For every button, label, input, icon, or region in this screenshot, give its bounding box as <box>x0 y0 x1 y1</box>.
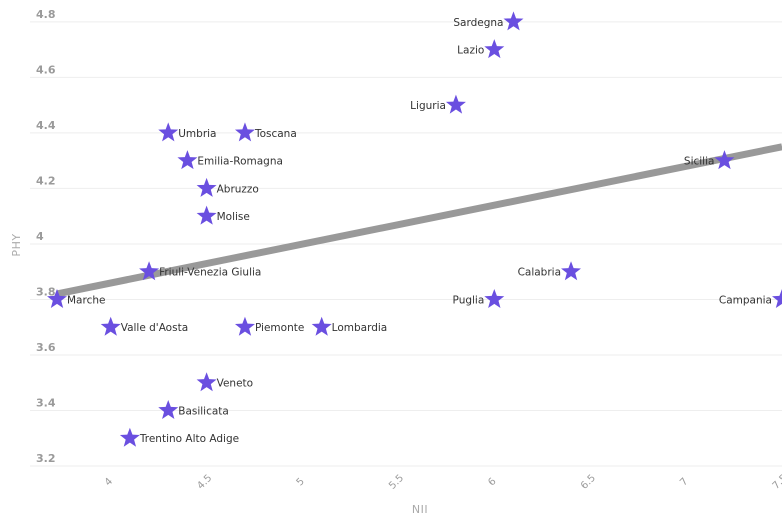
point-label: Liguria <box>410 100 446 112</box>
x-tick-label: 7.5 <box>771 473 782 492</box>
data-point-star[interactable] <box>311 316 332 336</box>
point-label: Piemonte <box>255 322 304 334</box>
point-label: Toscana <box>254 128 297 140</box>
point-label: Lombardia <box>332 322 388 334</box>
data-point-star[interactable] <box>714 150 735 170</box>
data-point-star[interactable] <box>445 94 466 114</box>
y-tick-label: 3.2 <box>36 452 56 465</box>
data-point-star[interactable] <box>139 261 160 281</box>
y-tick-label: 4.8 <box>36 8 56 21</box>
point-label: Veneto <box>217 378 253 390</box>
y-tick-label: 3.8 <box>36 285 56 298</box>
y-tick-label: 4 <box>36 230 44 243</box>
data-point-star[interactable] <box>234 122 255 142</box>
x-tick-label: 4 <box>103 476 115 488</box>
x-tick-label: 5.5 <box>387 473 406 492</box>
point-label: Sicilia <box>684 156 715 168</box>
x-tick-label: 6.5 <box>579 473 598 492</box>
y-axis-ticks: 3.2 3.4 3.6 3.8 4 4.2 4.4 4.6 4.8 <box>36 8 56 465</box>
points-group: Sardegna Lazio Liguria Umbria Toscana Emilia-… <box>47 11 782 447</box>
point-label: Sardegna <box>453 17 503 29</box>
data-point-star[interactable] <box>484 288 505 308</box>
x-axis-ticks: 4 4.5 5 5.5 6 6.5 7 7.5 <box>103 473 782 492</box>
data-point-star[interactable] <box>772 288 782 308</box>
y-tick-label: 4.6 <box>36 63 56 76</box>
point-label: Puglia <box>453 294 485 306</box>
point-label: Emilia-Romagna <box>197 156 283 168</box>
point-label: Lazio <box>457 45 484 57</box>
grid-lines <box>30 21 782 467</box>
y-tick-label: 3.4 <box>36 396 56 409</box>
x-tick-label: 6 <box>486 476 498 488</box>
data-point-star[interactable] <box>561 261 582 281</box>
data-point-star[interactable] <box>47 288 67 308</box>
x-tick-label: 7 <box>678 476 690 488</box>
point-label: Basilicata <box>178 405 229 417</box>
data-point-star[interactable] <box>196 372 217 392</box>
point-label: Trentino Alto Adige <box>139 433 239 445</box>
data-point-star[interactable] <box>177 150 198 170</box>
data-point-star[interactable] <box>119 427 140 447</box>
y-tick-label: 4.4 <box>36 119 56 132</box>
point-label: Umbria <box>178 128 216 140</box>
data-point-star[interactable] <box>234 316 255 336</box>
data-point-star[interactable] <box>484 39 505 59</box>
point-label: Molise <box>217 211 250 223</box>
trendline <box>56 143 782 298</box>
data-point-star[interactable] <box>158 399 179 419</box>
point-label: Friuli-Venezia Giulia <box>159 267 261 279</box>
data-point-star[interactable] <box>196 177 217 197</box>
point-label: Abruzzo <box>217 183 259 195</box>
point-label: Valle d'Aosta <box>121 322 188 334</box>
data-point-star[interactable] <box>503 11 524 31</box>
x-axis-title: NII <box>412 503 428 516</box>
x-tick-label: 4.5 <box>195 473 214 492</box>
y-axis-title: PHY <box>10 233 23 256</box>
data-point-star[interactable] <box>158 122 179 142</box>
x-tick-label: 5 <box>295 476 307 488</box>
point-label: Campania <box>719 294 772 306</box>
data-point-star[interactable] <box>100 316 121 336</box>
point-label: Calabria <box>518 267 561 279</box>
data-point-star[interactable] <box>196 205 217 225</box>
point-label: Marche <box>67 294 105 306</box>
y-tick-label: 3.6 <box>36 341 56 354</box>
y-tick-label: 4.2 <box>36 174 56 187</box>
trendline-group <box>56 143 782 298</box>
